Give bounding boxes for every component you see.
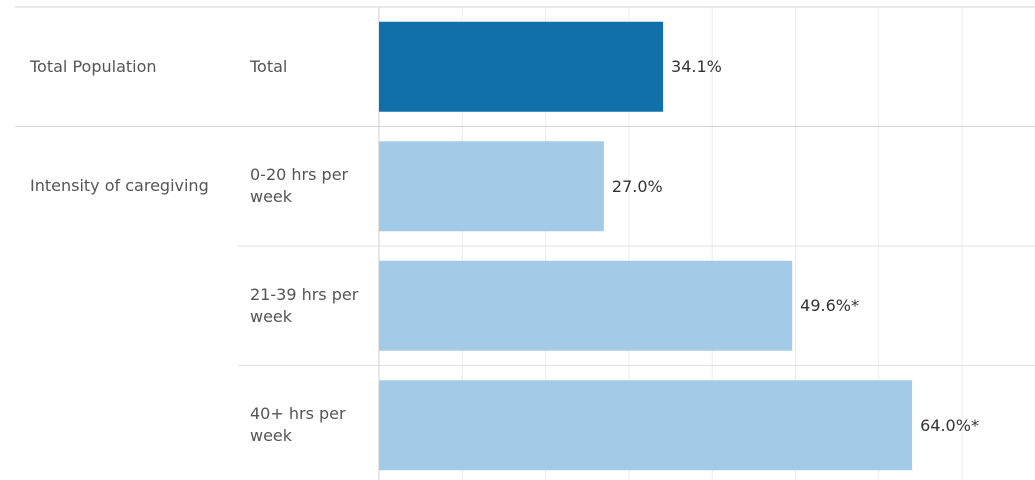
bar — [379, 21, 664, 112]
group-label: Intensity of caregiving — [30, 176, 209, 196]
value-label: 34.1% — [671, 57, 722, 77]
group-label: Total Population — [30, 56, 157, 76]
value-label: 49.6%* — [800, 296, 859, 316]
bar — [379, 260, 793, 351]
category-label: Total — [250, 56, 288, 76]
category-label: 0-20 hrs per week — [250, 165, 349, 207]
value-label: 27.0% — [611, 176, 663, 196]
bar — [379, 380, 913, 471]
bar — [379, 141, 604, 232]
category-label: 21-39 hrs per week — [250, 284, 359, 326]
value-label: 64.0%* — [920, 415, 979, 435]
category-label: 40+ hrs per week — [250, 404, 346, 446]
